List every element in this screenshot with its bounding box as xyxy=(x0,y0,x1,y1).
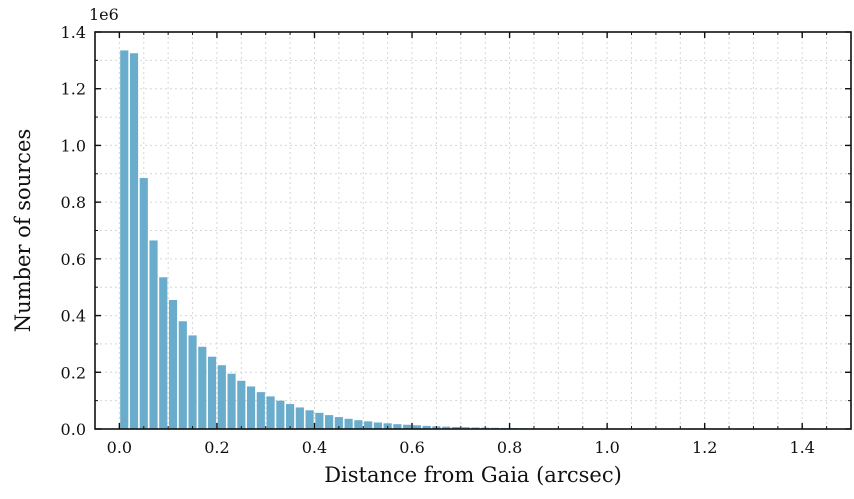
histogram-bar xyxy=(354,420,363,429)
x-tick-label: 0.2 xyxy=(204,438,229,457)
histogram-bar xyxy=(344,418,353,429)
y-tick-label: 1.0 xyxy=(61,136,86,155)
y-tick-label: 0.6 xyxy=(61,250,86,269)
histogram-bar xyxy=(237,380,246,429)
histogram-bar xyxy=(188,335,197,429)
histogram-bar xyxy=(315,412,324,429)
histogram-bar xyxy=(442,426,451,429)
histogram-bar xyxy=(247,386,256,429)
x-tick-label: 1.0 xyxy=(594,438,619,457)
x-tick-label: 0.0 xyxy=(107,438,132,457)
histogram-bar xyxy=(325,415,334,429)
histogram-bar xyxy=(256,392,265,429)
x-tick-label: 0.8 xyxy=(497,438,522,457)
y-offset-label: 1e6 xyxy=(89,5,119,24)
histogram-bar xyxy=(412,425,421,429)
y-tick-label: 1.4 xyxy=(61,23,86,42)
histogram-bar xyxy=(217,365,226,429)
histogram-bar xyxy=(364,421,373,429)
histogram-bar xyxy=(120,50,129,430)
tick-layer: 0.0 0.2 0.4 0.6 0.8 1.0 1.2 1.4 0.0 0.2 0.4 0.6 0.8 1… xyxy=(61,23,852,457)
histogram-bar xyxy=(422,425,431,429)
histogram-bar xyxy=(168,299,178,429)
histogram-bar xyxy=(393,424,402,429)
y-tick-label: 0.2 xyxy=(61,363,86,382)
histogram-bar xyxy=(207,356,217,429)
y-tick-label: 0.4 xyxy=(61,307,86,326)
x-tick-label: 1.2 xyxy=(692,438,717,457)
histogram-bar xyxy=(286,404,295,429)
histogram-bar xyxy=(403,424,412,429)
histogram-bar xyxy=(198,346,207,429)
x-tick-label: 0.6 xyxy=(399,438,424,457)
histogram-bar xyxy=(451,426,461,429)
histogram-bar xyxy=(178,321,187,429)
bar-layer xyxy=(120,50,821,430)
y-tick-label: 0.8 xyxy=(61,193,86,212)
histogram-bar xyxy=(266,396,275,429)
histogram-bar xyxy=(139,178,148,429)
histogram-bar xyxy=(129,53,139,430)
y-axis-label: Number of sources xyxy=(11,129,35,332)
histogram-bar xyxy=(227,373,236,429)
histogram-bar xyxy=(149,240,158,429)
histogram-bar xyxy=(159,277,168,429)
y-tick-label: 0.0 xyxy=(61,420,86,439)
x-axis-label: Distance from Gaia (arcsec) xyxy=(324,463,622,487)
x-tick-label: 1.4 xyxy=(789,438,814,457)
histogram-bar xyxy=(305,410,314,429)
histogram-bar xyxy=(461,427,470,429)
histogram-bar xyxy=(334,417,343,429)
grid-layer xyxy=(95,32,852,429)
x-tick-label: 0.4 xyxy=(302,438,327,457)
histogram-bar xyxy=(276,400,285,429)
histogram-bar xyxy=(295,407,304,429)
y-tick-label: 1.2 xyxy=(61,80,86,99)
histogram-bar xyxy=(373,422,382,429)
